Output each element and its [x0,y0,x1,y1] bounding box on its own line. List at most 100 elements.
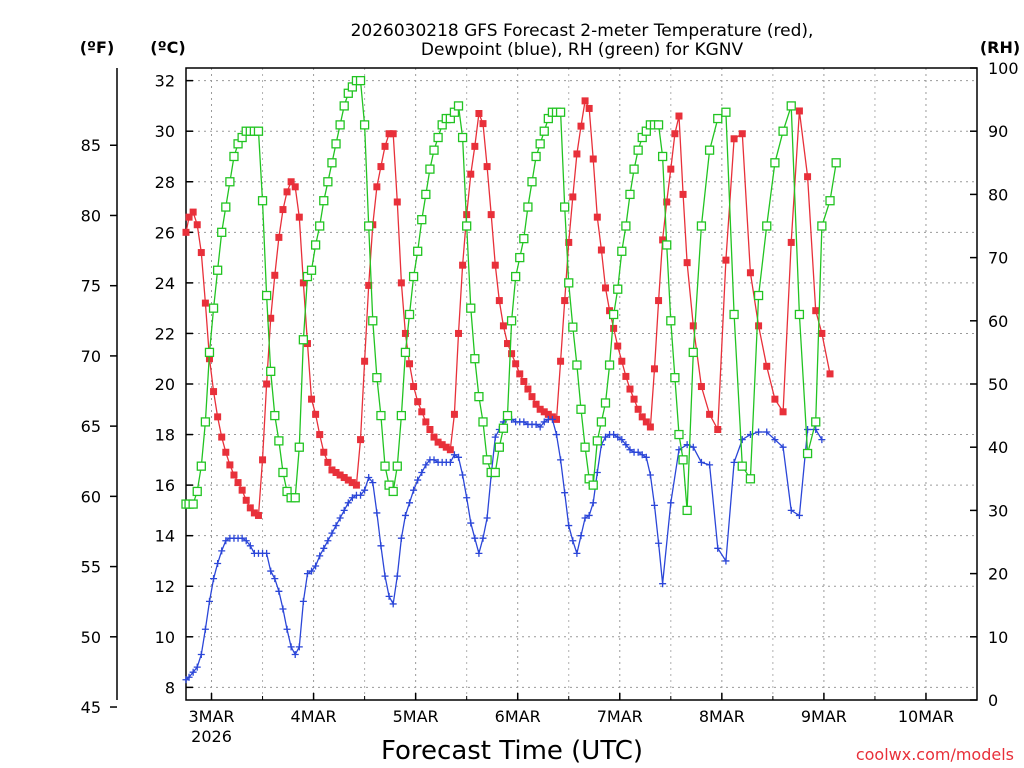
2-meter-temperature-red-point [499,322,507,330]
rh-green-point [490,467,500,478]
time-tick-label: 10MAR [898,707,954,726]
dewpoint-blue-point [348,494,356,502]
dewpoint-blue-point [532,420,540,428]
rh-green-point [457,132,468,143]
series-2-meter-temperature-red [182,97,834,519]
rh-green-point [404,309,415,320]
dewpoint-blue-point [622,441,630,449]
rh-tick-label: 50 [988,375,1008,394]
dewpoint-blue-point [365,474,373,482]
dewpoint-blue-point [787,506,795,514]
2-meter-temperature-red-point [467,170,475,178]
dewpoint-blue-point [214,559,222,567]
rh-tick-label: 0 [988,691,998,710]
time-tick-label: 3MAR [188,707,234,726]
rh-green-point [225,177,235,187]
2-meter-temperature-red-point [706,410,714,418]
2-meter-temperature-red-point [561,297,569,305]
dewpoint-blue-point [634,448,642,456]
dewpoint-blue-point [312,562,320,570]
rh-green-point [604,360,615,370]
dewpoint-blue-point [561,489,569,497]
rh-green-point [794,309,805,320]
rh-green-point [323,177,333,187]
dewpoint-blue-point [218,547,226,555]
2-meter-temperature-red-point [242,496,250,504]
dewpoint-blue-point [271,575,279,583]
dewpoint-blue-point [406,499,414,507]
2-meter-temperature-red-point [663,198,671,206]
2-meter-temperature-red-point [646,423,654,431]
rh-green-point [674,429,684,440]
2-meter-temperature-red-point [622,372,630,380]
dewpoint-blue-point [818,436,826,444]
2-meter-temperature-red-point [508,350,516,358]
celsius-tick-label: 16 [155,476,175,495]
rh-green-point [506,316,517,326]
2-meter-temperature-red-point [328,466,336,474]
dewpoint-blue-point [320,544,328,552]
rh-green-point [621,221,631,231]
2-meter-temperature-red-point [483,163,491,171]
2-meter-temperature-red-point [193,221,201,229]
dewpoint-blue-point [540,418,548,426]
2-meter-temperature-red-point [344,476,352,484]
series-layer [181,75,841,684]
2-meter-temperature-red-point [381,142,389,150]
fahrenheit-tick-label: 65 [81,417,101,436]
dewpoint-blue-point [650,501,658,509]
rh-green-point [396,410,407,421]
dewpoint-blue-line [185,416,823,681]
time-tick-label: 6MAR [495,707,541,726]
2-meter-temperature-red-point [254,511,262,519]
2-meter-temperature-red-point [214,413,222,421]
2-meter-temperature-red-point [755,322,763,330]
time-tick-label: 5MAR [393,707,439,726]
dewpoint-blue-point [706,461,714,469]
2-meter-temperature-red-point [626,385,634,393]
2-meter-temperature-red-point [826,370,834,378]
2-meter-temperature-red-point [487,211,495,219]
time-tick-label: 8MAR [699,707,745,726]
rh-green-point [278,467,288,478]
celsius-tick-label: 26 [155,223,175,242]
2-meter-temperature-red-point [414,398,422,406]
dewpoint-blue-point [373,509,381,517]
2-meter-temperature-red-point [291,183,299,191]
2-meter-temperature-red-point [746,269,754,277]
2-meter-temperature-red-point [373,183,381,191]
2-meter-temperature-red-point [714,426,722,434]
dewpoint-blue-point [771,436,779,444]
rh-green-point [745,474,756,484]
rh-green-point [261,290,272,301]
2-meter-temperature-red-point [585,104,593,112]
2-meter-temperature-red-point [352,481,360,489]
dewpoint-blue-point [222,537,230,545]
2-meter-temperature-red-point [185,213,193,221]
rh-green-point [364,221,374,231]
2-meter-temperature-red-point [597,246,605,254]
dewpoint-blue-point [275,587,283,595]
chart-title-line-2: Dewpoint (blue), RH (green) for KGNV [421,40,744,60]
time-tick-label: 4MAR [291,707,337,726]
2-meter-temperature-red-point [593,213,601,221]
rh-green-point [817,221,827,231]
2-meter-temperature-red-point [182,228,190,236]
rh-green-point [335,120,345,130]
rh-green-point [400,347,411,358]
dewpoint-blue-point [418,468,426,476]
fahrenheit-tick-label: 55 [81,558,101,577]
dewpoint-blue-point [422,461,430,469]
2-meter-temperature-red-point [771,395,779,403]
dewpoint-blue-point [738,436,746,444]
2-meter-temperature-red-point [614,342,622,350]
2-meter-temperature-red-point [552,415,560,423]
rh-green-point [786,101,796,111]
dewpoint-blue-point [332,522,340,530]
2-meter-temperature-red-point [312,410,320,418]
dewpoint-blue-point [324,537,332,545]
2-meter-temperature-red-point [787,238,795,246]
rh-green-point [274,436,284,446]
credit-text: coolwx.com/models [856,745,1014,764]
2-meter-temperature-red-point [397,279,405,287]
